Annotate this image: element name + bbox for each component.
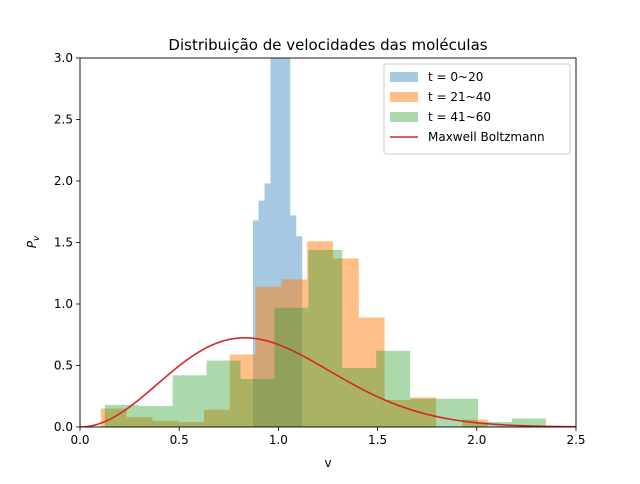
- histogram-bar: [206, 360, 241, 427]
- histogram-bar: [270, 58, 277, 427]
- x-tick-label: 2.0: [467, 433, 486, 447]
- histogram-bar: [152, 420, 179, 427]
- histogram-series-2: [104, 249, 546, 427]
- histogram-bar: [126, 417, 153, 427]
- histogram-bar: [276, 58, 283, 427]
- y-tick-label: 2.0: [54, 174, 73, 188]
- plot-content: [80, 58, 576, 427]
- histogram-bar: [281, 279, 308, 427]
- y-tick-label: 1.5: [54, 236, 73, 250]
- x-tick-label: 1.5: [368, 433, 387, 447]
- y-tick-label: 1.0: [54, 297, 73, 311]
- histogram-bar: [511, 418, 546, 427]
- histogram-bar: [274, 307, 309, 427]
- legend: t = 0~20 t = 21~40 t = 41~60 Maxwell Boltzm…: [383, 63, 571, 155]
- x-tick-label: 0.0: [70, 433, 89, 447]
- histogram-bar: [138, 406, 173, 427]
- histogram-bar: [410, 398, 445, 427]
- legend-swatch: [390, 92, 418, 102]
- histogram-bar: [358, 317, 385, 427]
- legend-label: t = 21~40: [428, 90, 491, 104]
- legend-label: t = 0~20: [428, 70, 483, 84]
- histogram-bar: [332, 258, 359, 427]
- plot-area: [80, 58, 576, 427]
- x-tick-label: 0.5: [170, 433, 189, 447]
- legend-box: [383, 63, 571, 155]
- histogram-bar: [376, 350, 411, 427]
- legend-swatch: [390, 112, 418, 122]
- histogram-bar: [282, 58, 291, 427]
- x-axis-label: v: [324, 456, 331, 470]
- chart-title: Distribuição de velocidades das molécula…: [168, 36, 487, 54]
- y-axis-label: Pv: [25, 235, 42, 248]
- x-tick-label: 1.0: [269, 433, 288, 447]
- y-axis-label-base: P: [25, 240, 39, 248]
- histogram-bar: [229, 354, 256, 427]
- y-axis-label-subscript: v: [32, 235, 42, 241]
- maxwell-boltzmann-curve: [80, 337, 576, 427]
- histogram-bar: [178, 422, 204, 427]
- x-tick-label: 2.5: [566, 433, 585, 447]
- histogram-bar: [307, 241, 333, 427]
- legend-swatch: [390, 72, 418, 82]
- histogram-bar: [172, 375, 207, 427]
- y-tick-label: 2.5: [54, 113, 73, 127]
- histogram-bar: [342, 367, 377, 427]
- legend-label: t = 41~60: [428, 110, 491, 124]
- histogram-bar: [255, 286, 282, 427]
- histogram-bar: [410, 397, 437, 427]
- y-tick-label: 3.0: [54, 51, 73, 65]
- histogram-bar: [308, 249, 343, 427]
- y-tick-label: 0.0: [54, 420, 73, 434]
- histogram-bar: [204, 409, 230, 427]
- histogram-series-1: [100, 241, 488, 427]
- legend-label: Maxwell Boltzmann: [428, 130, 545, 144]
- axes: 0.0 0.5 1.0 1.5 2.0 2.5 0.0 0.5 1.0 1.5 2.0 2.5 3.0: [54, 51, 586, 447]
- histogram-bar: [104, 404, 139, 427]
- histogram-bar: [240, 379, 275, 427]
- y-tick-label: 0.5: [54, 359, 73, 373]
